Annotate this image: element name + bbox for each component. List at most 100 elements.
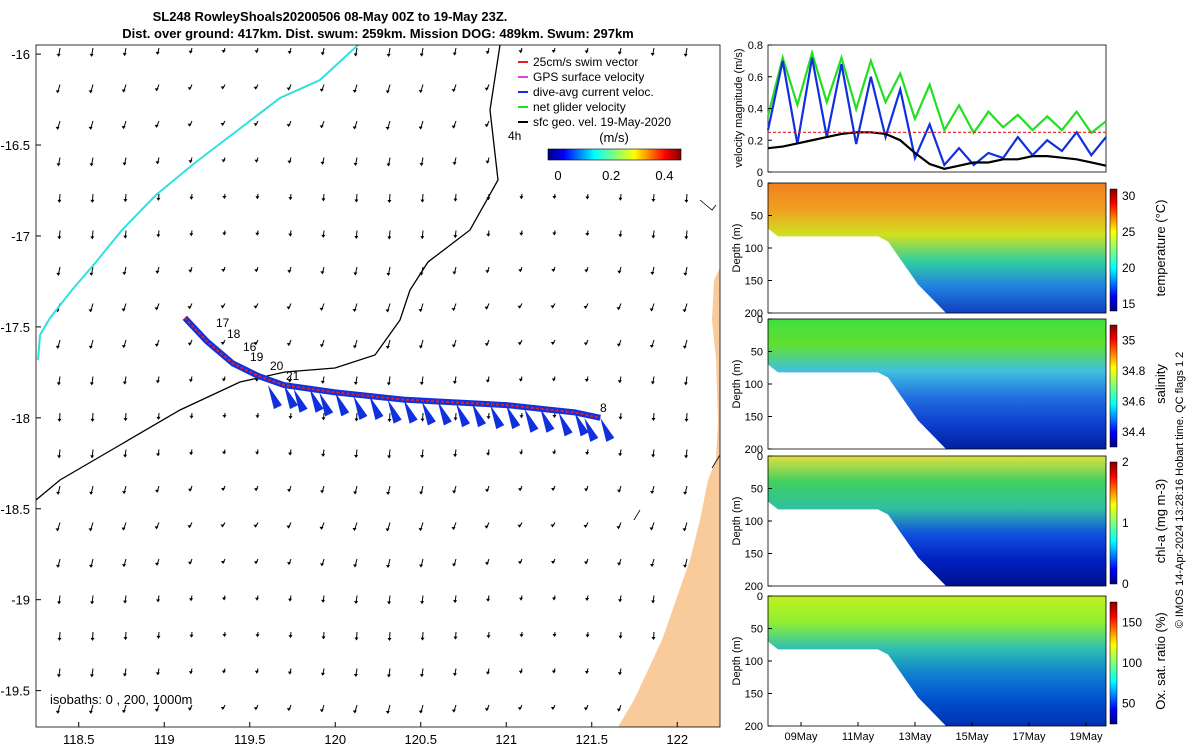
section-colorbar (1109, 324, 1118, 448)
vector-arrow-head (255, 451, 260, 455)
date-tick-label: 09May (784, 731, 818, 743)
depth-tick-label: 200 (745, 308, 763, 320)
vector-arrow-head (386, 564, 391, 568)
vector-arrow-head (684, 418, 689, 422)
vector-arrow-head (650, 52, 655, 56)
current-vector (558, 412, 573, 437)
vector-arrow-head (585, 196, 590, 200)
vector-arrow-head (156, 635, 161, 639)
vector-arrow-head (319, 709, 324, 713)
vector-arrow-head (519, 232, 524, 236)
colorbar-label: Ox. sat. ratio (%) (1153, 612, 1168, 710)
section-colorbar (1109, 601, 1118, 725)
vector-arrow-head (154, 307, 159, 311)
vector-arrow-head (419, 491, 424, 495)
velocity-line (767, 131, 1107, 170)
vector-arrow-head (56, 163, 61, 167)
vector-arrow-head (418, 126, 423, 130)
current-vector (319, 392, 334, 417)
vector-arrow-head (288, 233, 293, 237)
vector-arrow-head (88, 309, 93, 313)
vector-arrow-head (221, 50, 226, 54)
vector-arrow-head (683, 382, 688, 386)
vector-arrow-head (385, 528, 390, 532)
vector-arrow-head (583, 306, 588, 310)
vector-arrow-head (354, 418, 359, 422)
vector-arrow-head (451, 125, 456, 129)
vector-arrow-head (287, 379, 292, 383)
vector-arrow-head (354, 455, 359, 459)
vector-arrow-head (484, 343, 489, 347)
map-y-tick-label: -18 (11, 411, 30, 426)
vector-arrow-head (56, 272, 61, 276)
section-data (768, 319, 1106, 449)
vector-arrow-head (354, 637, 359, 641)
vector-arrow-head (121, 89, 126, 93)
map-y-tick-label: -16 (11, 47, 30, 62)
vector-arrow-head (682, 528, 687, 532)
colorbar-tick-label: 150 (1122, 615, 1142, 629)
current-vector (437, 401, 452, 426)
vector-arrow-head (486, 416, 491, 420)
vector-arrow-head (485, 379, 490, 383)
vector-arrow-head (89, 491, 94, 495)
vector-arrow-head (188, 160, 193, 164)
isobath-0m (633, 199, 720, 521)
velocity-series (766, 48, 1107, 170)
vector-arrow-head (386, 491, 391, 495)
vector-arrow-head (485, 160, 490, 164)
vector-arrow-head (682, 345, 687, 349)
section-panel: 0 50 100 150 200 Depth (m) 0 1 2 chl-a (mg m-3) (731, 451, 1168, 593)
vector-arrow-head (484, 525, 489, 529)
vector-arrow-head (189, 634, 194, 638)
vector-arrow-head (484, 87, 489, 91)
vector-arrow-head (286, 708, 291, 712)
vector-arrow-head (57, 601, 62, 605)
vector-arrow-head (354, 601, 359, 605)
vector-arrow-head (651, 454, 656, 458)
vector-arrow-head (552, 451, 557, 455)
colorbar-tick-label: 1 (1122, 516, 1129, 530)
legend-note: 4h (508, 129, 521, 143)
vector-arrow-head (154, 124, 159, 128)
vector-arrow-head (156, 197, 161, 201)
vector-arrow-head (155, 51, 160, 55)
vector-arrow-head (684, 236, 689, 240)
vector-arrow-head (89, 272, 94, 276)
vector-arrow-head (650, 271, 655, 275)
vector-arrow-head (90, 236, 95, 240)
vector-arrow-head (651, 198, 656, 202)
vector-arrow-head (189, 233, 194, 237)
vector-arrow-head (57, 199, 62, 203)
vector-arrow-head (418, 90, 423, 94)
vector-arrow-head (683, 272, 688, 276)
vector-arrow-head (452, 52, 457, 56)
vector-arrow-head (683, 491, 688, 495)
vector-arrow-head (386, 53, 391, 57)
vector-arrow-head (254, 50, 259, 54)
vector-arrow-head (253, 86, 258, 90)
vector-arrow-head (57, 418, 62, 422)
depth-tick-label: 150 (745, 549, 763, 561)
vector-arrow-head (518, 670, 523, 674)
colorbar-label: temperature (°C) (1153, 200, 1168, 297)
vector-arrow-head (121, 527, 126, 531)
vector-arrow-head (254, 670, 259, 674)
vector-arrow-head (155, 562, 160, 566)
speed-colorbar-tick-label: 0 (554, 168, 561, 183)
vector-arrow-head (452, 673, 457, 677)
vector-arrow-head (57, 637, 62, 641)
vector-arrow-head (156, 453, 161, 457)
vector-arrow-head (220, 86, 225, 90)
vector-arrow-head (122, 673, 127, 677)
date-tick-label: 17May (1012, 731, 1046, 743)
vector-arrow-head (188, 561, 193, 565)
vector-arrow-head (55, 345, 60, 349)
vector-arrow-head (518, 488, 523, 492)
vector-arrow-head (123, 199, 128, 203)
vector-arrow-head (618, 234, 623, 238)
vector-arrow-head (288, 452, 293, 456)
vector-arrow-head (618, 197, 623, 201)
vector-arrow-head (517, 342, 522, 346)
current-vector (309, 388, 324, 413)
